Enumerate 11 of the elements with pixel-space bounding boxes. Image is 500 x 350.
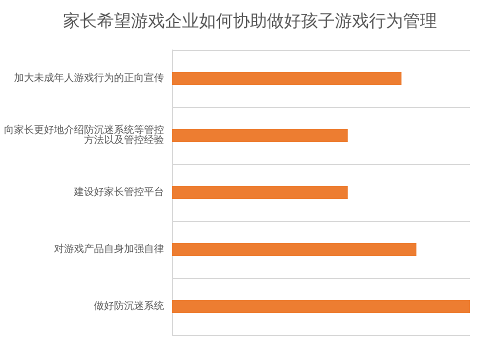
y-tick-label: 对游戏产品自身加强自律 xyxy=(54,243,164,255)
bar xyxy=(172,243,416,256)
y-tick-label: 向家长更好地介绍防沉迷系统等管控方法以及管控经验 xyxy=(4,124,164,146)
bar xyxy=(172,186,348,199)
chart-title: 家长希望游戏企业如何协助做好孩子游戏行为管理 xyxy=(63,12,437,32)
bar xyxy=(172,72,402,85)
bar xyxy=(172,300,470,313)
y-tick-label: 做好防沉迷系统 xyxy=(94,300,164,312)
y-tick-label: 加大未成年人游戏行为的正向宣传 xyxy=(14,72,164,84)
bar xyxy=(172,129,348,142)
y-tick-label: 建设好家长管控平台 xyxy=(73,186,164,198)
